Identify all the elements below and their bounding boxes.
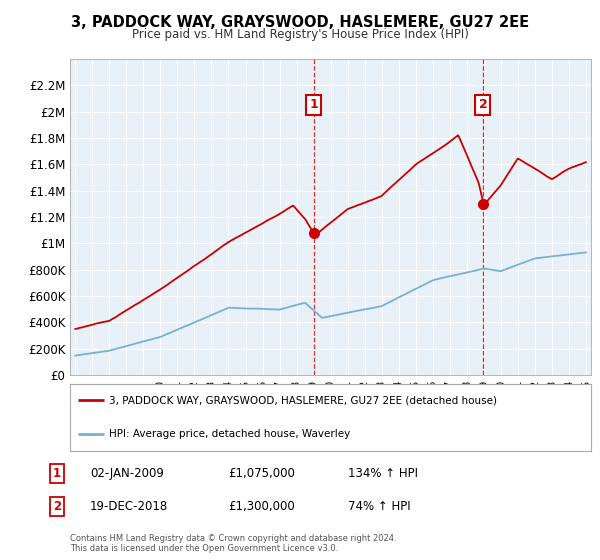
Text: 1: 1 <box>53 466 61 480</box>
Text: HPI: Average price, detached house, Waverley: HPI: Average price, detached house, Wave… <box>109 429 350 439</box>
Text: 2: 2 <box>53 500 61 514</box>
Text: 3, PADDOCK WAY, GRAYSWOOD, HASLEMERE, GU27 2EE: 3, PADDOCK WAY, GRAYSWOOD, HASLEMERE, GU… <box>71 15 529 30</box>
Text: £1,075,000: £1,075,000 <box>228 466 295 480</box>
Text: 19-DEC-2018: 19-DEC-2018 <box>90 500 168 514</box>
Text: £1,300,000: £1,300,000 <box>228 500 295 514</box>
Text: Price paid vs. HM Land Registry's House Price Index (HPI): Price paid vs. HM Land Registry's House … <box>131 28 469 41</box>
Text: 02-JAN-2009: 02-JAN-2009 <box>90 466 164 480</box>
Text: 74% ↑ HPI: 74% ↑ HPI <box>348 500 410 514</box>
Text: 3, PADDOCK WAY, GRAYSWOOD, HASLEMERE, GU27 2EE (detached house): 3, PADDOCK WAY, GRAYSWOOD, HASLEMERE, GU… <box>109 395 497 405</box>
Text: 134% ↑ HPI: 134% ↑ HPI <box>348 466 418 480</box>
Text: Contains HM Land Registry data © Crown copyright and database right 2024.
This d: Contains HM Land Registry data © Crown c… <box>70 534 397 553</box>
Text: 2: 2 <box>479 99 487 111</box>
Text: 1: 1 <box>309 99 318 111</box>
